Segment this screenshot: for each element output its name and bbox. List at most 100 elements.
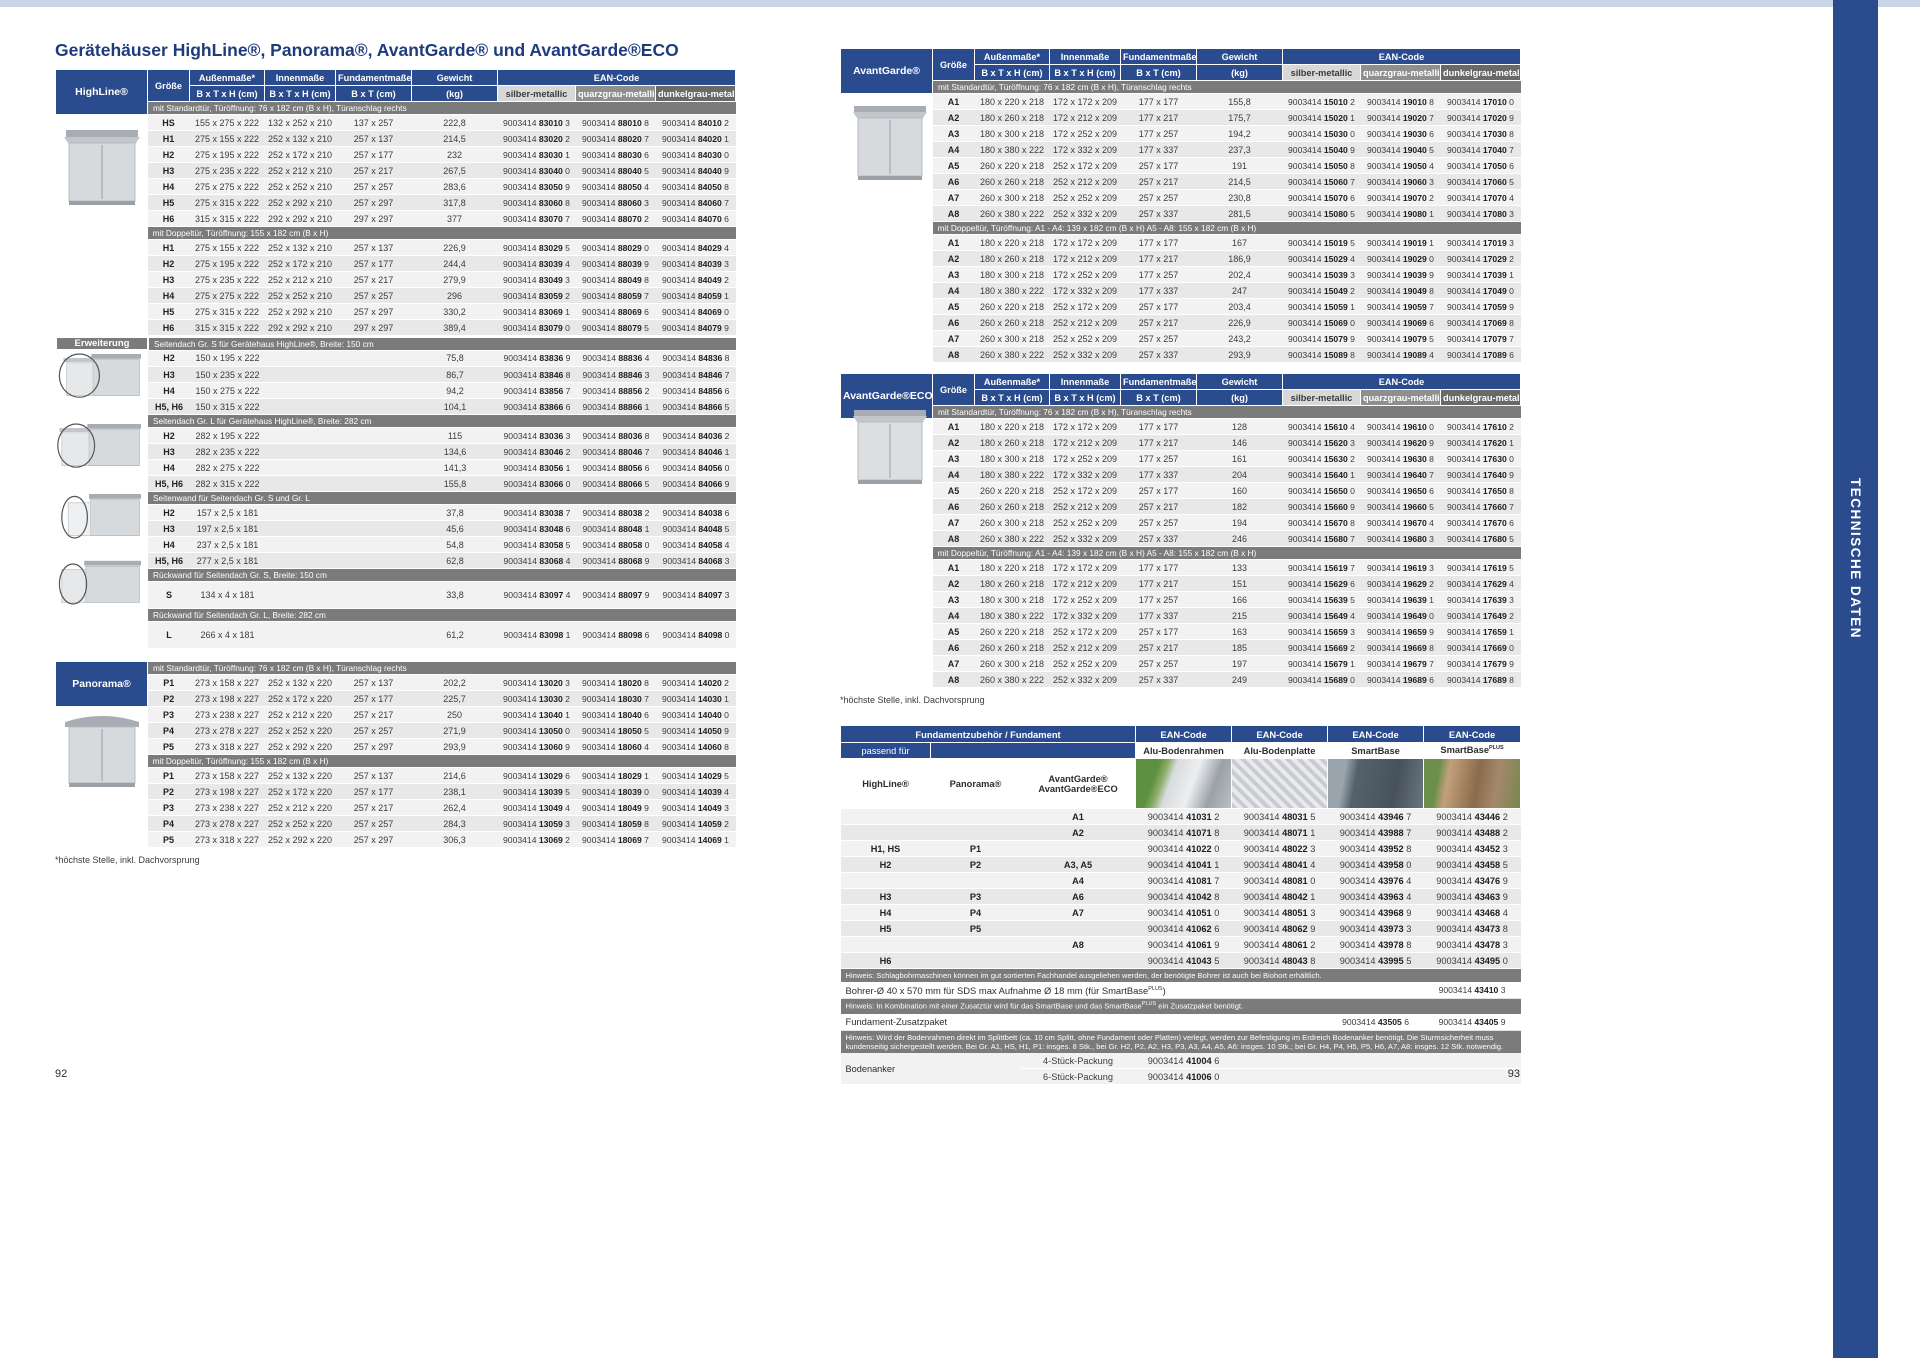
data-cell: 180 x 380 x 222 [974,466,1050,483]
data-cell: 273 x 278 x 227 [189,722,265,739]
data-cell: 9003414 14069 1 [655,831,736,848]
data-cell: 283,6 [411,178,498,195]
data-cell [1231,758,1329,809]
data-cell: 9003414 15089 8 [1282,346,1361,363]
data-cell: 9003414 15680 7 [1282,530,1361,547]
data-cell: 9003414 18039 0 [575,783,656,800]
data-cell: H1 [147,239,190,256]
data-cell: 244,4 [411,255,498,272]
data-cell: H4 [840,904,931,921]
data-cell [1231,1053,1521,1070]
data-cell: 9003414 17079 7 [1440,330,1521,347]
avantgarde-product-name: AvantGarde® [840,48,933,94]
data-cell: 275 x 235 x 222 [189,271,265,288]
data-cell: 9003414 83066 0 [498,475,576,492]
data-cell: 273 x 198 x 227 [189,690,265,707]
erweiterung-rueckwand-image [58,560,141,605]
data-cell [55,783,148,800]
data-cell [265,536,336,553]
section-band: Seitendach Gr. S für Gerätehaus HighLine… [148,336,737,351]
data-cell: 9003414 48031 5 [1231,808,1328,825]
header-cell: EAN-Code [497,69,736,86]
data-cell: 252 x 212 x 220 [264,706,336,723]
header-cell: B x T (cm) [335,85,412,102]
data-cell [336,398,412,415]
data-cell [336,366,412,383]
data-cell: 9003414 88020 7 [575,130,656,147]
data-cell: H2 [148,504,190,521]
data-cell [840,607,933,624]
data-cell: 257 x 137 [335,674,412,691]
data-cell: H2 [148,350,190,367]
section-band: mit Doppeltür, Türöffnung: A1 - A4: 139 … [932,221,1521,235]
data-cell: 238,1 [411,783,498,800]
data-cell: 197 x 2,5 x 181 [190,520,265,537]
data-cell: 9003414 88846 3 [576,366,656,383]
data-cell [840,546,933,560]
data-cell: 155,8 [1196,93,1283,110]
header-cell: dunkelgrau-metallic [1440,389,1521,406]
data-cell [265,581,336,609]
data-cell: A2 [932,575,975,592]
data-cell: 9003414 19019 1 [1360,234,1441,251]
data-cell: 172 x 212 x 209 [1049,250,1121,267]
section-band: mit Standardtür, Türöffnung: 76 x 182 cm… [932,405,1521,419]
data-cell: 177 x 217 [1120,109,1197,126]
data-cell: 252 x 172 x 209 [1049,623,1121,640]
data-cell: 9003414 18029 1 [575,767,656,784]
data-cell: P1 [147,767,190,784]
data-cell: 9003414 41062 6 [1135,920,1232,937]
data-cell: 260 x 260 x 218 [974,639,1050,656]
data-cell: 9003414 19689 6 [1360,671,1441,688]
data-cell: 9003414 88010 8 [575,114,656,131]
data-cell: 9003414 43958 0 [1327,856,1424,873]
data-cell: 275 x 275 x 222 [189,178,265,195]
data-cell: P5 [147,738,190,755]
data-cell: 9003414 19059 7 [1360,298,1441,315]
data-cell: 225,7 [411,690,498,707]
data-cell: 9003414 43473 8 [1423,920,1521,937]
data-cell: H2 [148,427,190,444]
data-cell [840,205,933,222]
data-cell: 282 x 275 x 222 [190,459,265,476]
data-cell: A4 [932,282,975,299]
data-cell: 9003414 43495 0 [1423,952,1521,969]
data-cell: 150 x 275 x 222 [190,382,265,399]
data-cell: 177 x 177 [1120,234,1197,251]
data-cell: 9003414 43410 3 [1423,982,1521,1000]
data-cell: A4 [1020,872,1136,889]
header-cell: B x T x H (cm) [264,85,336,102]
data-cell: 9003414 84098 0 [656,621,737,649]
data-cell: 9003414 18030 7 [575,690,656,707]
data-cell: 9003414 83056 1 [498,459,576,476]
data-cell: 9003414 17059 9 [1440,298,1521,315]
erweiterung-seitenwand-image [61,494,141,539]
data-cell: 9003414 83029 5 [497,239,576,256]
data-cell: 163 [1196,623,1283,640]
data-cell [55,271,148,288]
data-cell: 177 x 337 [1120,466,1197,483]
data-cell: 9003414 43452 3 [1423,840,1521,857]
data-cell: H3 [148,443,190,460]
data-cell: 252 x 252 x 209 [1049,330,1121,347]
data-cell: 9003414 84038 6 [656,504,737,521]
data-cell: P3 [147,706,190,723]
data-cell: A8 [932,346,975,363]
data-cell: 9003414 19630 8 [1360,450,1441,467]
header-cell [929,742,1137,759]
data-cell: 9003414 19070 2 [1360,189,1441,206]
data-cell: 282 x 235 x 222 [190,443,265,460]
data-cell: 9003414 14029 5 [655,767,736,784]
data-cell [840,282,933,299]
data-cell: 9003414 17669 0 [1440,639,1521,656]
data-cell: 257 x 257 [335,178,412,195]
data-cell: 9003414 14039 4 [655,783,736,800]
data-cell: 9003414 19610 0 [1360,418,1441,435]
data-cell: 252 x 332 x 209 [1049,530,1121,547]
data-cell: 282 x 315 x 222 [190,475,265,492]
data-cell [55,210,148,227]
data-cell: 9003414 13030 2 [497,690,576,707]
data-cell: 252 x 212 x 209 [1049,314,1121,331]
data-cell: 9003414 19079 5 [1360,330,1441,347]
fundament-product-name: SmartBasePLUS [1423,742,1522,759]
